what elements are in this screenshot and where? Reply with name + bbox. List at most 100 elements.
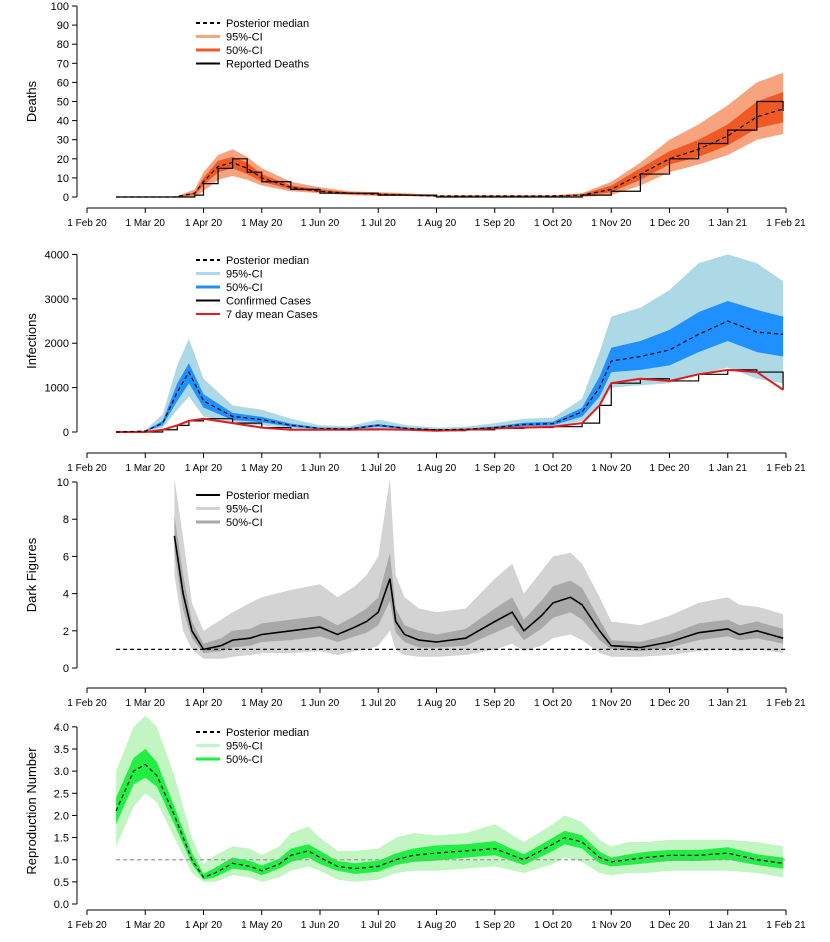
legend-label: Posterior median <box>226 727 309 739</box>
x-tick-label: 1 Mar 20 <box>126 698 166 709</box>
x-tick-label: 1 Feb 20 <box>67 463 107 474</box>
x-tick-label: 1 Oct 20 <box>534 218 572 229</box>
x-tick-label: 1 Jan 21 <box>709 218 748 229</box>
x-tick-label: 1 Feb 20 <box>67 218 107 229</box>
y-tick-label: 0 <box>63 192 69 204</box>
y-tick-label: 4.0 <box>54 722 69 734</box>
median-line <box>173 535 784 651</box>
y-tick-label: 50 <box>57 97 69 109</box>
x-tick-label: 1 May 20 <box>241 698 283 709</box>
y-tick-label: 0.5 <box>54 877 69 889</box>
x-tick-label: 1 Mar 20 <box>126 218 166 229</box>
x-tick-label: 1 Aug 20 <box>417 218 457 229</box>
y-tick-label: 70 <box>57 58 69 70</box>
legend-label: Posterior median <box>226 490 309 502</box>
x-tick-label: 1 Jan 21 <box>709 920 748 931</box>
y-axis-label: Deaths <box>24 80 39 122</box>
legend-label: 7 day mean Cases <box>226 309 318 321</box>
x-tick-label: 1 Sep 20 <box>475 698 515 709</box>
x-tick-label: 1 Dec 20 <box>649 920 689 931</box>
x-tick-label: 1 Feb 20 <box>67 698 107 709</box>
x-tick-label: 1 May 20 <box>241 463 283 474</box>
legend-label: Posterior median <box>226 255 309 267</box>
y-axis-label: Infections <box>24 313 39 369</box>
y-tick-label: 60 <box>57 77 69 89</box>
x-tick-label: 1 Apr 20 <box>185 698 223 709</box>
legend-label: Posterior median <box>226 18 309 30</box>
legend-label: 50%-CI <box>226 45 263 57</box>
y-tick-label: 2 <box>63 626 69 638</box>
y-tick-label: 2.0 <box>54 810 69 822</box>
y-tick-label: 3.5 <box>54 744 69 756</box>
y-tick-label: 6 <box>63 551 69 563</box>
x-tick-label: 1 Jul 20 <box>361 463 396 474</box>
panel-dark-figures: 0 2 4 6 8 10 Dark Figures 1 Feb 20 1 Mar 20 1 Apr… <box>24 477 806 709</box>
x-tick-label: 1 Aug 20 <box>417 920 457 931</box>
y-tick-label: 8 <box>63 514 69 526</box>
y-tick-label: 20 <box>57 154 69 166</box>
x-tick-label: 1 Feb 20 <box>67 920 107 931</box>
median-line <box>116 320 784 433</box>
x-tick-label: 1 Oct 20 <box>534 463 572 474</box>
y-tick-label: 1.0 <box>54 855 69 867</box>
y-tick-label: 1.5 <box>54 833 69 845</box>
legend-label: Reported Deaths <box>226 59 310 71</box>
x-tick-label: 1 Jun 20 <box>301 698 340 709</box>
x-tick-label: 1 Jun 20 <box>301 920 340 931</box>
x-tick-label: 1 Nov 20 <box>591 218 631 229</box>
y-tick-label: 80 <box>57 39 69 51</box>
y-tick-label: 4000 <box>45 249 69 261</box>
x-tick-label: 1 Jul 20 <box>361 920 396 931</box>
ci50-band <box>116 301 784 432</box>
x-tick-label: 1 Jul 20 <box>361 218 396 229</box>
ci95-band <box>116 72 784 197</box>
x-tick-label: 1 Sep 20 <box>475 218 515 229</box>
x-tick-label: 1 Mar 20 <box>126 463 166 474</box>
ci50-band <box>116 749 784 880</box>
y-tick-label: 40 <box>57 116 69 128</box>
y-tick-label: 4 <box>63 589 69 601</box>
x-tick-label: 1 May 20 <box>241 218 283 229</box>
x-tick-label: 1 Nov 20 <box>591 920 631 931</box>
legend-label: 95%-CI <box>226 269 263 281</box>
x-tick-label: 1 Nov 20 <box>591 698 631 709</box>
y-tick-label: 3.0 <box>54 766 69 778</box>
legend-label: 95%-CI <box>226 504 263 516</box>
x-tick-label: 1 Oct 20 <box>534 698 572 709</box>
legend-label: Confirmed Cases <box>226 296 311 308</box>
x-tick-label: 1 Jun 20 <box>301 218 340 229</box>
x-tick-label: 1 Mar 20 <box>126 920 166 931</box>
y-tick-label: 10 <box>57 173 69 185</box>
x-tick-label: 1 Dec 20 <box>649 218 689 229</box>
x-tick-label: 1 Dec 20 <box>649 463 689 474</box>
y-tick-label: 2000 <box>45 338 69 350</box>
ci95-band <box>174 478 784 659</box>
legend-label: 95%-CI <box>226 32 263 44</box>
y-tick-label: 10 <box>57 477 69 489</box>
legend-label: 95%-CI <box>226 741 263 753</box>
y-tick-label: 3000 <box>45 294 69 306</box>
y-axis-label: Dark Figures <box>24 537 39 612</box>
y-tick-label: 0 <box>63 663 69 675</box>
x-tick-label: 1 Aug 20 <box>417 463 457 474</box>
legend-label: 50%-CI <box>226 754 263 766</box>
x-tick-label: 1 Feb 21 <box>766 218 806 229</box>
x-tick-label: 1 Dec 20 <box>649 698 689 709</box>
panel-deaths: 0 10 20 30 40 50 60 70 80 90 100 Deaths 1 Feb 20 1 Ma… <box>24 1 806 229</box>
x-tick-label: 1 Aug 20 <box>417 698 457 709</box>
y-tick-label: 0 <box>63 427 69 439</box>
x-tick-label: 1 Apr 20 <box>185 920 223 931</box>
x-tick-label: 1 Sep 20 <box>475 920 515 931</box>
x-tick-label: 1 May 20 <box>241 920 283 931</box>
x-tick-label: 1 Jun 20 <box>301 463 340 474</box>
x-tick-label: 1 Feb 21 <box>766 920 806 931</box>
x-tick-label: 1 Nov 20 <box>591 463 631 474</box>
x-tick-label: 1 Oct 20 <box>534 920 572 931</box>
x-tick-label: 1 Sep 20 <box>475 463 515 474</box>
ci50-band <box>174 515 784 654</box>
y-axis-label: Reproduction Number <box>24 747 39 875</box>
observed-line <box>116 100 784 198</box>
legend-label: 50%-CI <box>226 282 263 294</box>
